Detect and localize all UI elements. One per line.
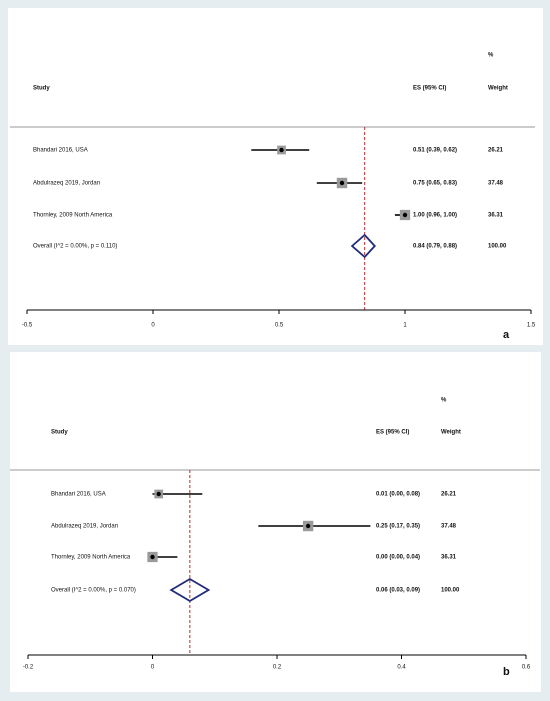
study-label: Abdulrazeq 2019, Jordan [33,181,100,187]
es-label: 0.51 (0.39, 0.62) [413,148,457,154]
study-label: Bhandari 2016, USA [51,492,106,498]
x-tick-label: -0.5 [22,323,33,329]
weight-label: 36.31 [441,555,457,561]
es-label: 1.00 (0.96, 1.00) [413,213,457,219]
study-label: Abdulrazeq 2019, Jordan [51,524,118,530]
es-label: 0.84 (0.79, 0.88) [413,244,457,250]
column-header: ES (95% CI) [413,86,446,92]
x-tick-label: 0 [151,323,155,329]
x-tick-label: -0.2 [23,665,34,671]
weight-label: 26.21 [441,492,457,498]
column-header: Study [33,86,50,92]
estimate-point [305,523,311,529]
estimate-point [150,554,155,560]
estimate-point [156,491,161,497]
weight-label: 26.21 [488,148,504,154]
weight-label: 100.00 [441,588,460,594]
panel-label: b [503,666,510,678]
column-header: Weight [488,86,508,92]
es-label: 0.75 (0.65, 0.83) [413,181,457,187]
estimate-point [339,180,345,186]
study-label: Overall (I^2 = 0.00%, p = 0.070) [51,588,136,594]
overall-diamond [169,577,211,603]
column-header: % [441,398,447,404]
x-tick-label: 0.5 [275,323,284,329]
study-label: Thornley, 2009 North America [33,213,113,219]
x-tick-label: 0.6 [522,665,531,671]
panel-label: a [503,329,510,341]
study-label: Bhandari 2016, USA [33,148,88,154]
study-label: Overall (I^2 = 0.00%, p = 0.110) [33,244,117,250]
column-header: % [488,53,494,59]
es-label: 0.01 (0.00, 0.08) [376,492,420,498]
column-header: Study [51,430,68,436]
overall-diamond [350,233,376,259]
x-tick-label: 0.2 [273,665,282,671]
x-tick-label: 1.5 [527,323,536,329]
column-header: Weight [441,430,461,436]
weight-label: 36.31 [488,213,504,219]
estimate-point [402,212,408,218]
weight-label: 37.48 [488,181,504,187]
estimate-point [279,147,284,153]
weight-label: 100.00 [488,244,507,250]
es-label: 0.06 (0.03, 0.09) [376,588,420,594]
column-header: ES (95% CI) [376,430,409,436]
x-tick-label: 1 [403,323,407,329]
study-label: Thornley, 2009 North America [51,555,131,561]
x-tick-label: 0 [151,665,155,671]
weight-label: 37.48 [441,524,457,530]
panel [10,352,541,692]
es-label: 0.00 (0.00, 0.04) [376,555,420,561]
es-label: 0.25 (0.17, 0.35) [376,524,420,530]
x-tick-label: 0.4 [397,665,406,671]
panel [8,8,543,345]
